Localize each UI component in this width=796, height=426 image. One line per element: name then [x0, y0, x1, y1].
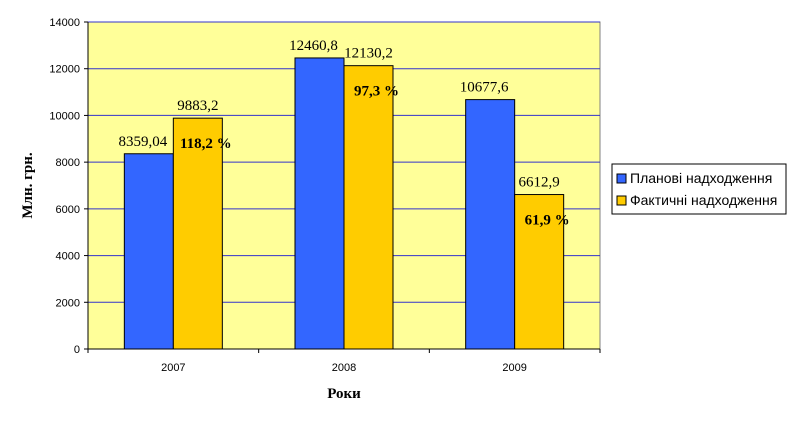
legend-label: Фактичні надходження	[630, 192, 777, 208]
y-tick-label: 8000	[56, 157, 80, 169]
x-tick-label: 2009	[502, 362, 526, 374]
percent-label: 97,3 %	[354, 84, 399, 100]
data-label: 9883,2	[177, 98, 218, 114]
legend-swatch	[616, 173, 627, 184]
y-tick-label: 6000	[56, 204, 80, 216]
data-label: 12130,2	[344, 46, 393, 62]
bar-actual	[343, 65, 394, 350]
legend-swatch	[616, 195, 627, 206]
y-tick-label: 14000	[49, 17, 80, 29]
bar-actual	[172, 117, 223, 350]
data-label: 10677,6	[460, 80, 509, 96]
x-axis-title: Роки	[327, 386, 361, 402]
y-tick-label: 10000	[49, 110, 80, 122]
data-labels: 8359,04 9883,2 118,2 % 12460,8 12130,2 97,3 %…	[118, 38, 569, 229]
data-label: 8359,04	[118, 134, 167, 150]
y-tick-label: 0	[74, 344, 80, 356]
bars	[123, 57, 565, 350]
data-label: 12460,8	[289, 38, 338, 54]
y-tick-labels: 0 2000 4000 6000 8000 10000 12000 14000	[49, 17, 80, 356]
legend: Планові надходження Фактичні надходження	[611, 163, 787, 215]
y-tick-label: 2000	[56, 297, 80, 309]
legend-box	[611, 163, 787, 215]
x-tick-label: 2008	[332, 362, 356, 374]
bar-planned	[123, 153, 174, 350]
x-tick-labels: 2007 2008 2009	[161, 362, 527, 374]
percent-label: 61,9 %	[525, 213, 570, 229]
data-label: 6612,9	[519, 175, 560, 191]
y-tick-label: 12000	[49, 64, 80, 76]
x-tick-label: 2007	[161, 362, 185, 374]
axes	[84, 21, 601, 353]
bar-actual	[514, 194, 565, 350]
legend-label: Планові надходження	[630, 170, 772, 186]
y-axis-title: Млн. грн.	[20, 152, 36, 219]
bar-planned	[294, 57, 345, 350]
percent-label: 118,2 %	[180, 136, 232, 152]
y-tick-label: 4000	[56, 251, 80, 263]
bar-planned	[465, 99, 516, 350]
